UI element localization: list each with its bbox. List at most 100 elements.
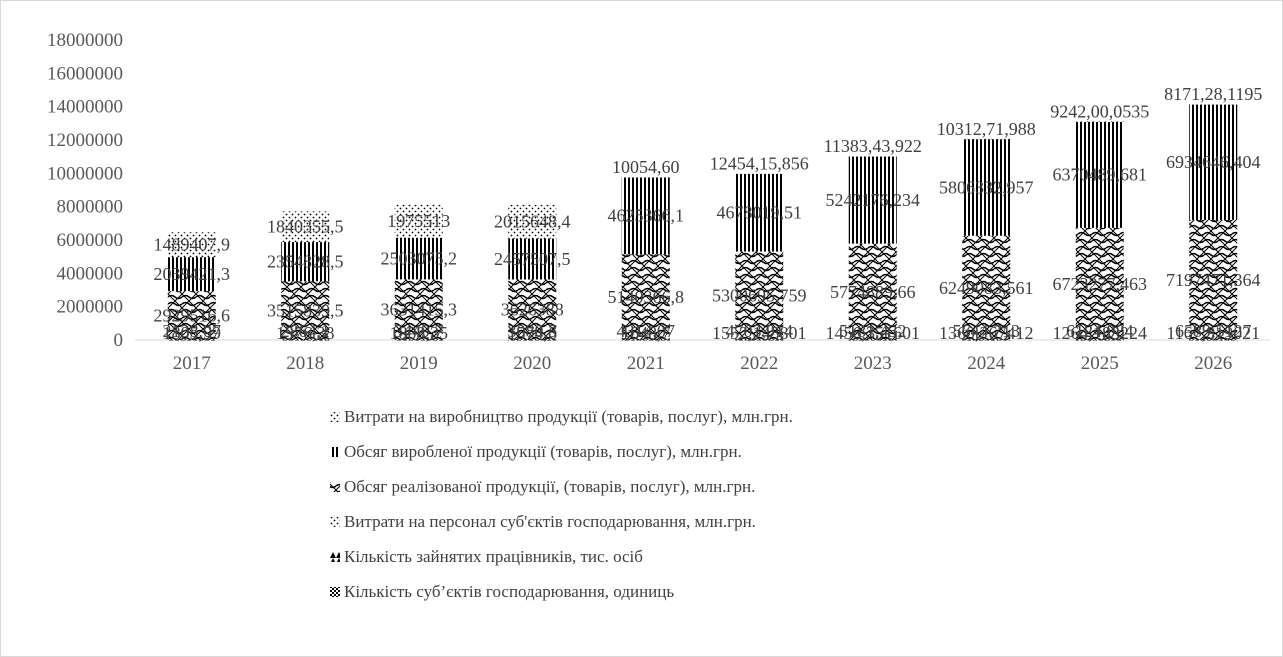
bar-segment [1075,121,1124,122]
x-tick-label: 2019 [400,353,438,374]
bar-segment [1075,227,1124,340]
data-label: 7197471,364 [1166,270,1261,290]
bar-segment [621,339,670,341]
data-label: 2864,1 [281,321,331,341]
bar-segment [394,237,443,280]
legend-swatch [330,447,340,457]
bar-segment [848,339,897,341]
bar-segment [167,232,216,258]
data-label: 11383,43,922 [824,136,922,156]
bar-segment [962,339,1011,341]
data-label: 1648,7 [621,323,671,343]
data-labels: 1805,99 1976,38 1808,35 1574,6 1648,7 1552,14… [154,84,1263,343]
bars [167,104,1238,341]
bar-segment [735,251,784,340]
bar-segment [848,243,897,340]
data-label: 1840355,5 [267,217,344,237]
legend-swatch [330,587,340,597]
x-tick-label: 2024 [967,353,1006,374]
data-label: 6249083,561 [939,278,1034,298]
data-label: 6370489,681 [1053,165,1148,185]
legend-entry: Витрати на персонал суб'єктів господарюв… [344,512,756,531]
bar-segment [508,204,557,239]
data-label: 4625366,1 [608,206,685,226]
x-tick-label: 2018 [286,353,324,374]
data-label: 3631415,3 [381,300,458,320]
y-tick-label: 0 [114,330,124,351]
data-label: 1360,267412 [939,323,1034,343]
data-label: 1552,143801 [712,323,807,343]
bar-segment [167,339,216,341]
data-label: 2929516,6 [154,306,231,326]
legend-entry: Витрати на виробництво продукції (товарі… [344,407,793,426]
data-label: 5140366,8 [608,287,685,307]
data-label: 3449,7 [394,321,444,341]
legend-swatch [330,517,340,527]
data-label: 6589,5127 [1175,321,1252,341]
data-label: 4678019,51 [717,203,803,223]
bar-segment [281,339,330,341]
bar-segment [394,339,443,341]
data-label: 12454,15,856 [710,153,809,173]
data-label: 1574,6 [508,323,558,343]
data-label: 2457507,5 [494,249,571,269]
x-tick-label: 2023 [854,353,892,374]
legend-entry: Кількість зайнятих працівників, тис. осі… [344,547,643,566]
data-label: 2015648,4 [494,212,571,232]
data-label: 5806332,957 [939,177,1034,197]
bar-segment [508,238,557,280]
data-label: 1808,35 [390,323,449,343]
bar-segment [1189,339,1238,341]
data-label: 5300695,759 [712,286,807,306]
y-tick-label: 12000000 [47,130,123,151]
data-label: 2503075,2 [381,249,458,269]
data-label: 1264,183224 [1053,323,1148,343]
x-tick-label: 2017 [173,353,211,374]
y-tick-label: 2000000 [57,297,124,318]
data-label: 5774889,66 [830,282,916,302]
x-axis: 2017 2018 2019 2020 2021 2022 2023 2024 2025 2026 [135,339,1270,374]
data-label: 5181,432 [839,321,907,341]
data-label: 1975513 [387,211,450,231]
bar-segment [281,281,330,340]
bar-segment [621,176,670,178]
data-label: 1456,351601 [826,323,921,343]
bar-segment [281,211,330,243]
data-label: 5242176,234 [826,190,921,210]
data-label: 3626388 [501,300,564,320]
data-label: 1489407,9 [154,235,231,255]
legend-swatch [330,482,340,492]
bar-segment [735,173,784,252]
data-label: 1976,38 [276,323,335,343]
data-label: 4314,07 [617,321,676,341]
data-label: 10054,60 [612,157,680,177]
data-label: 2354828,5 [267,252,344,272]
bar-segment [1189,104,1238,105]
y-tick-label: 6000000 [57,230,124,251]
data-label: 6934646,404 [1166,152,1261,172]
y-tick-label: 10000000 [47,163,123,184]
legend: Витрати на виробництво продукції (товарі… [330,407,793,601]
legend-entry: Обсяг реалізованої продукції, (товарів, … [344,477,755,496]
data-label: 2138,07 [163,321,222,341]
bar-segment [962,138,1011,140]
legend-entry: Обсяг виробленої продукції (товарів, пос… [344,442,742,461]
bar-segment [962,138,1011,236]
bar-segment [1075,339,1124,341]
legend-swatch [330,552,340,562]
data-label: 2039421,3 [154,264,231,284]
x-tick-label: 2026 [1194,353,1232,374]
bar-segment [394,279,443,340]
y-axis: 0 2000000 4000000 6000000 8000000 10000000 120… [47,30,123,351]
legend-entry: Кількість суб’єктів господарювання, один… [344,582,674,601]
x-tick-label: 2025 [1081,353,1119,374]
bar-segment [848,156,897,244]
legend-swatch [330,412,340,422]
bar-segment [621,254,670,340]
data-label: 8171,28,1195 [1164,84,1262,104]
bar-segment [281,242,330,282]
data-label: 10312,71,988 [937,119,1036,139]
y-tick-label: 8000000 [57,197,124,218]
data-label: 6723277,463 [1053,274,1148,294]
